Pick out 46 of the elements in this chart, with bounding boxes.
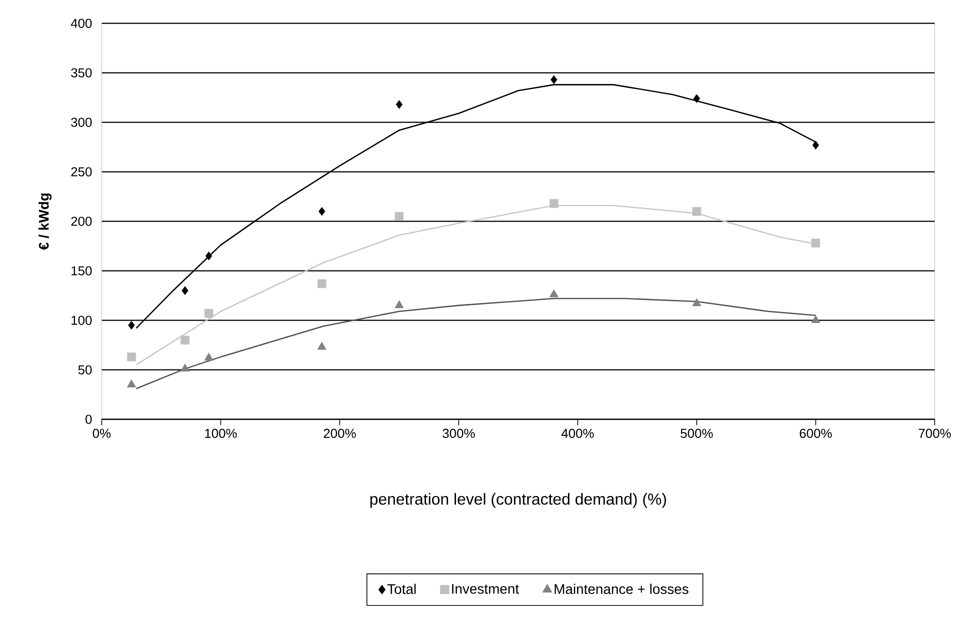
point xyxy=(396,100,403,109)
point xyxy=(318,207,326,216)
point xyxy=(317,342,326,350)
point xyxy=(127,352,136,362)
point xyxy=(549,289,558,298)
x-tick-label: 500% xyxy=(680,428,713,438)
point xyxy=(182,286,188,295)
point xyxy=(128,320,135,330)
y-tick-label: 100 xyxy=(72,316,92,325)
y-tick-label: 50 xyxy=(78,365,92,374)
point xyxy=(811,238,820,248)
point xyxy=(394,212,404,221)
point xyxy=(180,336,190,344)
y-tick-label: 200 xyxy=(71,216,92,226)
point xyxy=(126,379,136,388)
y-axis-title: € / kWdg xyxy=(38,194,52,250)
x-axis-title: penetration level (contracted demand) (%) xyxy=(370,493,666,508)
point xyxy=(812,140,820,150)
y-tick-label: 350 xyxy=(71,68,92,78)
point xyxy=(550,75,558,84)
y-tick-label: 250 xyxy=(71,167,92,176)
x-tick-label: 300% xyxy=(442,428,475,438)
y-tick-label: 0 xyxy=(86,414,92,424)
legend-label: Maintenance + losses xyxy=(554,584,688,594)
x-tick-label: 700% xyxy=(918,428,951,438)
point xyxy=(692,207,702,216)
point xyxy=(205,252,212,260)
point xyxy=(692,298,702,306)
legend-label: Total xyxy=(387,584,416,594)
point xyxy=(693,94,700,103)
point xyxy=(550,199,558,208)
point xyxy=(394,300,404,308)
point xyxy=(317,279,326,288)
point xyxy=(204,308,214,318)
x-tick-label: 600% xyxy=(800,428,832,438)
y-tick-label: 150 xyxy=(72,266,92,276)
y-tick-label: 400 xyxy=(70,18,92,28)
x-tick-label: 0% xyxy=(92,428,111,438)
x-tick-label: 200% xyxy=(324,428,356,438)
x-tick-label: 100% xyxy=(205,428,237,438)
y-tick-label: 300 xyxy=(71,118,92,127)
point xyxy=(180,364,190,372)
point xyxy=(204,352,214,361)
legend-label: Investment xyxy=(452,584,519,594)
x-tick-label: 400% xyxy=(561,428,594,438)
point xyxy=(811,315,820,323)
